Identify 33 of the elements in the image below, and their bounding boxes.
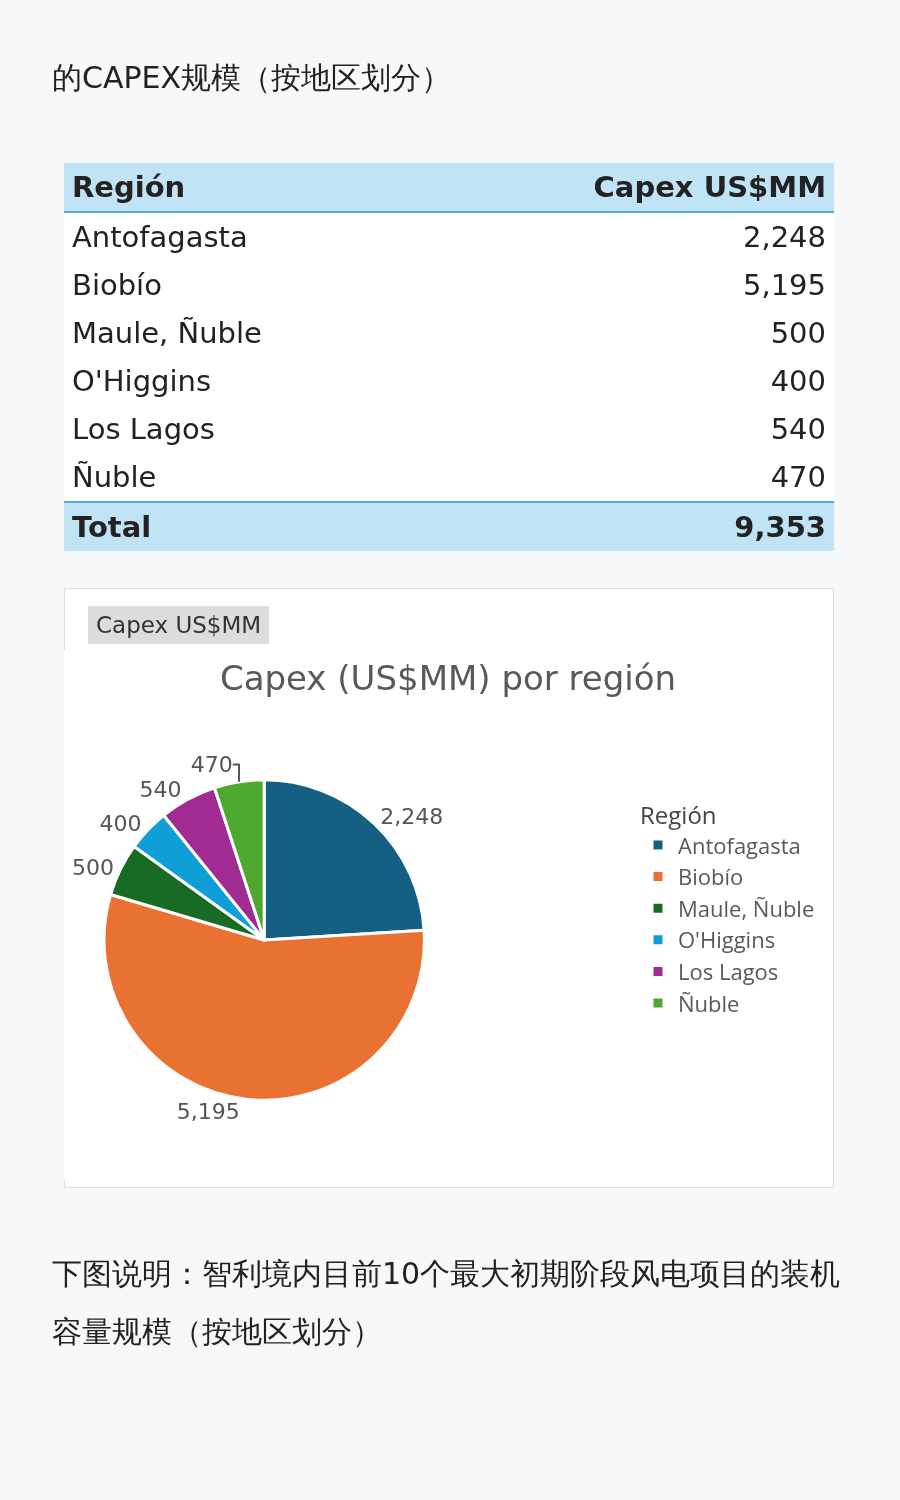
text: Capex US$MM (88, 606, 270, 644)
data-label: 2,248 (380, 804, 444, 830)
legend-label: Antofagasta (678, 829, 801, 860)
data-label: 470 (190, 752, 233, 778)
data-label: 500 (72, 854, 115, 880)
text: 2,248 (742, 220, 826, 254)
text: 9,353 (412, 502, 834, 551)
text: 的CAPEX规模（按地区划分） (52, 59, 452, 97)
category-label: Maule, Ñuble (72, 316, 262, 350)
data-label: 400 (99, 811, 142, 837)
text: 540 (770, 412, 826, 446)
category-label: Antofagasta (72, 220, 248, 254)
text: Capex US$MM (593, 170, 826, 204)
legend-label: Ñuble (678, 987, 740, 1018)
legend-label: Biobío (678, 861, 744, 892)
legend-label: Los Lagos (678, 955, 779, 986)
text: 400 (770, 364, 826, 398)
text: 470 (770, 460, 826, 494)
data-label: 540 (139, 777, 182, 803)
legend-label: O'Higgins (678, 924, 776, 955)
category-label: Biobío (72, 268, 162, 302)
category-label: O'Higgins (72, 364, 212, 398)
data-label: 5,195 (176, 1099, 240, 1125)
text: 下图说明：智利境内目前10个最大初期阶段风电项目的装机容量规模（按地区划分） (52, 1255, 842, 1351)
text: 5,195 (742, 268, 826, 302)
text: Región (72, 170, 186, 204)
text: Total (64, 502, 413, 551)
category-label: Los Lagos (72, 412, 215, 446)
text: 500 (770, 316, 826, 350)
legend-title: Región (640, 798, 717, 832)
category-label: Ñuble (72, 460, 157, 494)
chart-title: Capex (US$MM) por región (219, 657, 677, 698)
legend-label: Maule, Ñuble (678, 892, 815, 923)
